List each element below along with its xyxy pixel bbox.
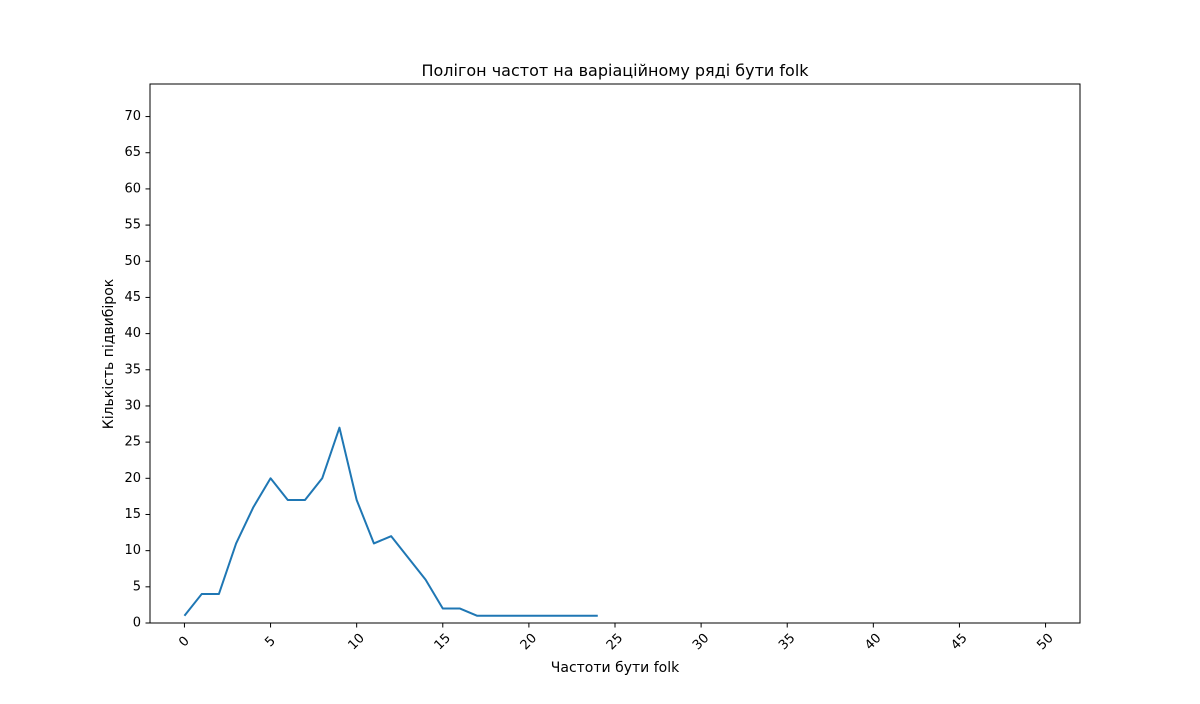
x-tick-label: 20 [518, 631, 540, 653]
data-point [528, 615, 530, 617]
y-tick-label: 40 [124, 326, 141, 341]
x-tick-label: 15 [432, 631, 454, 653]
data-point [562, 615, 564, 617]
x-tick-label: 45 [948, 631, 970, 653]
data-point [183, 615, 185, 617]
data-point [356, 499, 358, 501]
y-tick-label: 25 [124, 435, 141, 450]
chart-title: Полігон частот на варіаційному ряді бути… [421, 61, 809, 80]
y-tick-label: 45 [124, 290, 141, 305]
data-point [252, 506, 254, 508]
data-point [287, 499, 289, 501]
y-tick-label: 15 [124, 507, 141, 522]
y-tick-label: 5 [133, 579, 141, 594]
data-point [218, 593, 220, 595]
x-tick-label: 10 [346, 631, 368, 653]
data-point [235, 542, 237, 544]
y-axis-ticks: 0 5 10 15 20 25 30 35 40 45 50 55 60 65 70 [124, 109, 150, 631]
x-tick-label: 25 [604, 631, 626, 653]
data-point [338, 427, 340, 429]
data-point [304, 499, 306, 501]
y-tick-label: 60 [124, 181, 141, 196]
data-point [442, 608, 444, 610]
x-tick-label: 35 [776, 631, 798, 653]
y-tick-label: 0 [133, 616, 141, 631]
x-tick-label: 50 [1034, 631, 1056, 653]
axes-frame [149, 83, 1081, 624]
data-point [511, 615, 513, 617]
y-tick-label: 20 [124, 471, 141, 486]
data-point [425, 579, 427, 581]
data-point [580, 615, 582, 617]
y-tick-label: 35 [124, 362, 141, 377]
data-point [321, 477, 323, 479]
y-tick-label: 70 [124, 109, 141, 124]
y-tick-label: 55 [124, 218, 141, 233]
data-point [407, 557, 409, 559]
y-axis-label: Кількість підвибірок [101, 279, 117, 429]
data-point [459, 608, 461, 610]
x-axis-ticks: 0 5 10 15 20 25 30 35 40 45 50 [176, 623, 1057, 653]
data-point [373, 542, 375, 544]
data-point [476, 615, 478, 617]
y-tick-label: 30 [124, 398, 141, 413]
x-tick-label: 5 [262, 634, 278, 650]
y-tick-label: 65 [124, 145, 141, 160]
data-point [597, 615, 599, 617]
x-axis-label: Частоти бути folk [551, 660, 680, 676]
data-point [493, 615, 495, 617]
x-tick-label: 30 [690, 631, 712, 653]
data-point [201, 593, 203, 595]
data-point [390, 535, 392, 537]
data-point [270, 477, 272, 479]
x-tick-label: 40 [862, 631, 884, 653]
series-line [183, 426, 598, 617]
y-tick-label: 50 [124, 254, 141, 269]
plot-area [149, 83, 1081, 624]
x-tick-label: 0 [176, 634, 192, 650]
y-tick-label: 10 [124, 543, 141, 558]
data-point [545, 615, 547, 617]
